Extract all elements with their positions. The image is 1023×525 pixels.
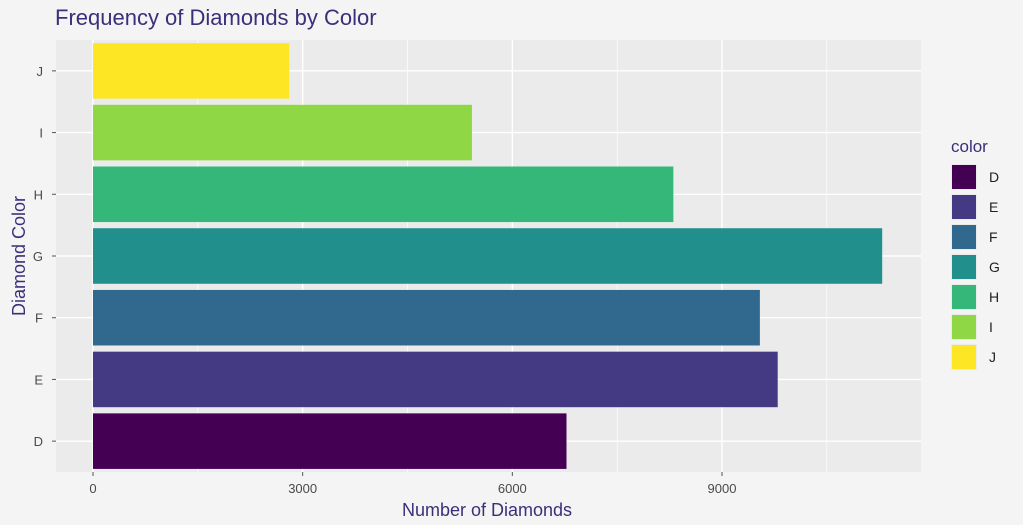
x-tick-label: 9000 (708, 481, 737, 496)
legend-label-D: D (989, 169, 999, 185)
y-tick-label: H (34, 187, 43, 202)
bar-I (93, 104, 472, 161)
y-tick-label: F (35, 311, 43, 326)
x-axis-title: Number of Diamonds (402, 500, 572, 520)
legend-key-D (952, 165, 976, 189)
legend-key-H (952, 285, 976, 309)
bar-H (93, 166, 674, 223)
y-tick-label: E (34, 372, 43, 387)
chart-title: Frequency of Diamonds by Color (55, 5, 377, 30)
x-tick-label: 0 (89, 481, 96, 496)
legend-label-G: G (989, 259, 1000, 275)
y-tick-label: G (33, 249, 43, 264)
y-tick-label: I (39, 126, 43, 141)
bar-F (93, 289, 760, 346)
bar-D (93, 413, 567, 469)
x-tick-label: 3000 (288, 481, 317, 496)
y-axis-title: Diamond Color (9, 196, 29, 316)
bar-E (93, 351, 778, 408)
legend-label-H: H (989, 289, 999, 305)
x-tick-label: 6000 (498, 481, 527, 496)
legend-key-G (952, 255, 976, 279)
legend-key-F (952, 225, 976, 249)
y-tick-label: D (34, 434, 43, 449)
legend-label-I: I (989, 319, 993, 335)
legend-label-F: F (989, 229, 998, 245)
bar-J (93, 43, 290, 99)
bar-G (93, 228, 883, 284)
legend-key-J (952, 345, 976, 369)
legend-label-E: E (989, 199, 998, 215)
legend-key-I (952, 315, 976, 339)
y-tick-label: J (37, 64, 44, 79)
legend-label-J: J (989, 349, 996, 365)
legend-title: color (951, 137, 988, 156)
legend-key-E (952, 195, 976, 219)
